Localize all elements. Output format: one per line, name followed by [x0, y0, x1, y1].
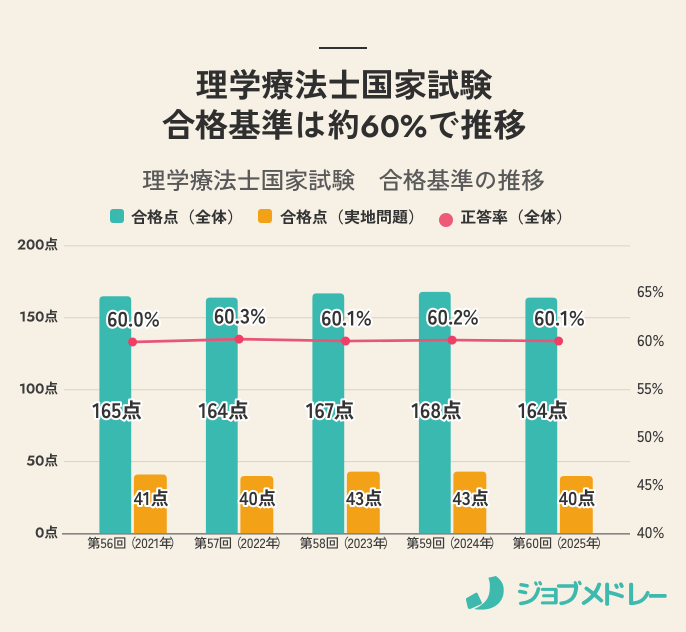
svg-text:60.1%: 60.1%	[534, 301, 585, 331]
svg-text:43点: 43点	[453, 485, 490, 511]
svg-text:60.2%: 60.2%	[427, 300, 479, 330]
svg-text:168点: 168点	[411, 395, 462, 425]
svg-text:41点: 41点	[134, 485, 169, 511]
svg-text:60.0%: 60.0%	[107, 302, 160, 332]
svg-text:60.1%: 60.1%	[321, 301, 372, 331]
svg-text:164点: 164点	[199, 395, 249, 425]
svg-text:43点: 43点	[346, 485, 383, 511]
svg-text:164点: 164点	[518, 395, 568, 425]
svg-text:60.3%: 60.3%	[214, 299, 266, 329]
svg-text:40点: 40点	[559, 485, 596, 511]
svg-text:165点: 165点	[92, 395, 142, 425]
svg-text:167点: 167点	[306, 395, 355, 425]
svg-text:40点: 40点	[239, 485, 276, 511]
